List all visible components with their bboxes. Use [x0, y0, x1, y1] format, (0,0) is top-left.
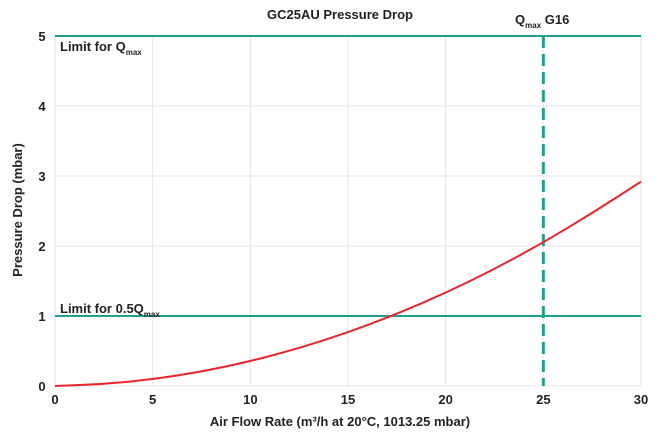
reference-lines — [55, 35, 641, 386]
x-tick-label: 10 — [243, 392, 257, 407]
y-tick-label: 5 — [38, 29, 45, 44]
x-tick-label: 25 — [536, 392, 550, 407]
series-layer — [54, 180, 642, 387]
qmax-g16-suffix: G16 — [541, 12, 569, 27]
qmax-g16-prefix: Q — [515, 12, 525, 27]
grid-lines — [54, 35, 642, 387]
x-tick-label: 15 — [341, 392, 355, 407]
y-tick-label: 1 — [38, 309, 45, 324]
x-tick-label: 30 — [634, 392, 648, 407]
limit-half-qmax-subscript: max — [144, 310, 161, 319]
limit-qmax-label: Limit for Qmax — [60, 39, 142, 57]
limit-qmax-subscript: max — [126, 48, 143, 57]
x-tick-label: 0 — [51, 392, 58, 407]
limit-half-qmax-text: Limit for 0.5Q — [60, 301, 144, 316]
y-tick-label: 3 — [38, 169, 45, 184]
x-axis-label: Air Flow Rate (m³/h at 20°C, 1013.25 mba… — [210, 414, 470, 429]
y-tick-label: 4 — [38, 99, 46, 114]
x-tick-label: 5 — [149, 392, 156, 407]
limit-half-qmax-label: Limit for 0.5Qmax — [60, 301, 160, 319]
qmax-g16-subscript: max — [525, 21, 542, 30]
pressure-drop-curve — [54, 180, 642, 387]
y-tick-label: 0 — [38, 379, 45, 394]
x-tick-label: 20 — [438, 392, 452, 407]
limit-qmax-text: Limit for Q — [60, 39, 126, 54]
tick-labels: 0 5 10 15 20 25 30 0 1 2 3 4 5 — [38, 29, 648, 407]
y-tick-label: 2 — [38, 239, 45, 254]
qmax-g16-label: Qmax G16 — [515, 12, 569, 30]
y-axis-label: Pressure Drop (mbar) — [10, 143, 25, 277]
chart-title: GC25AU Pressure Drop — [267, 7, 413, 22]
